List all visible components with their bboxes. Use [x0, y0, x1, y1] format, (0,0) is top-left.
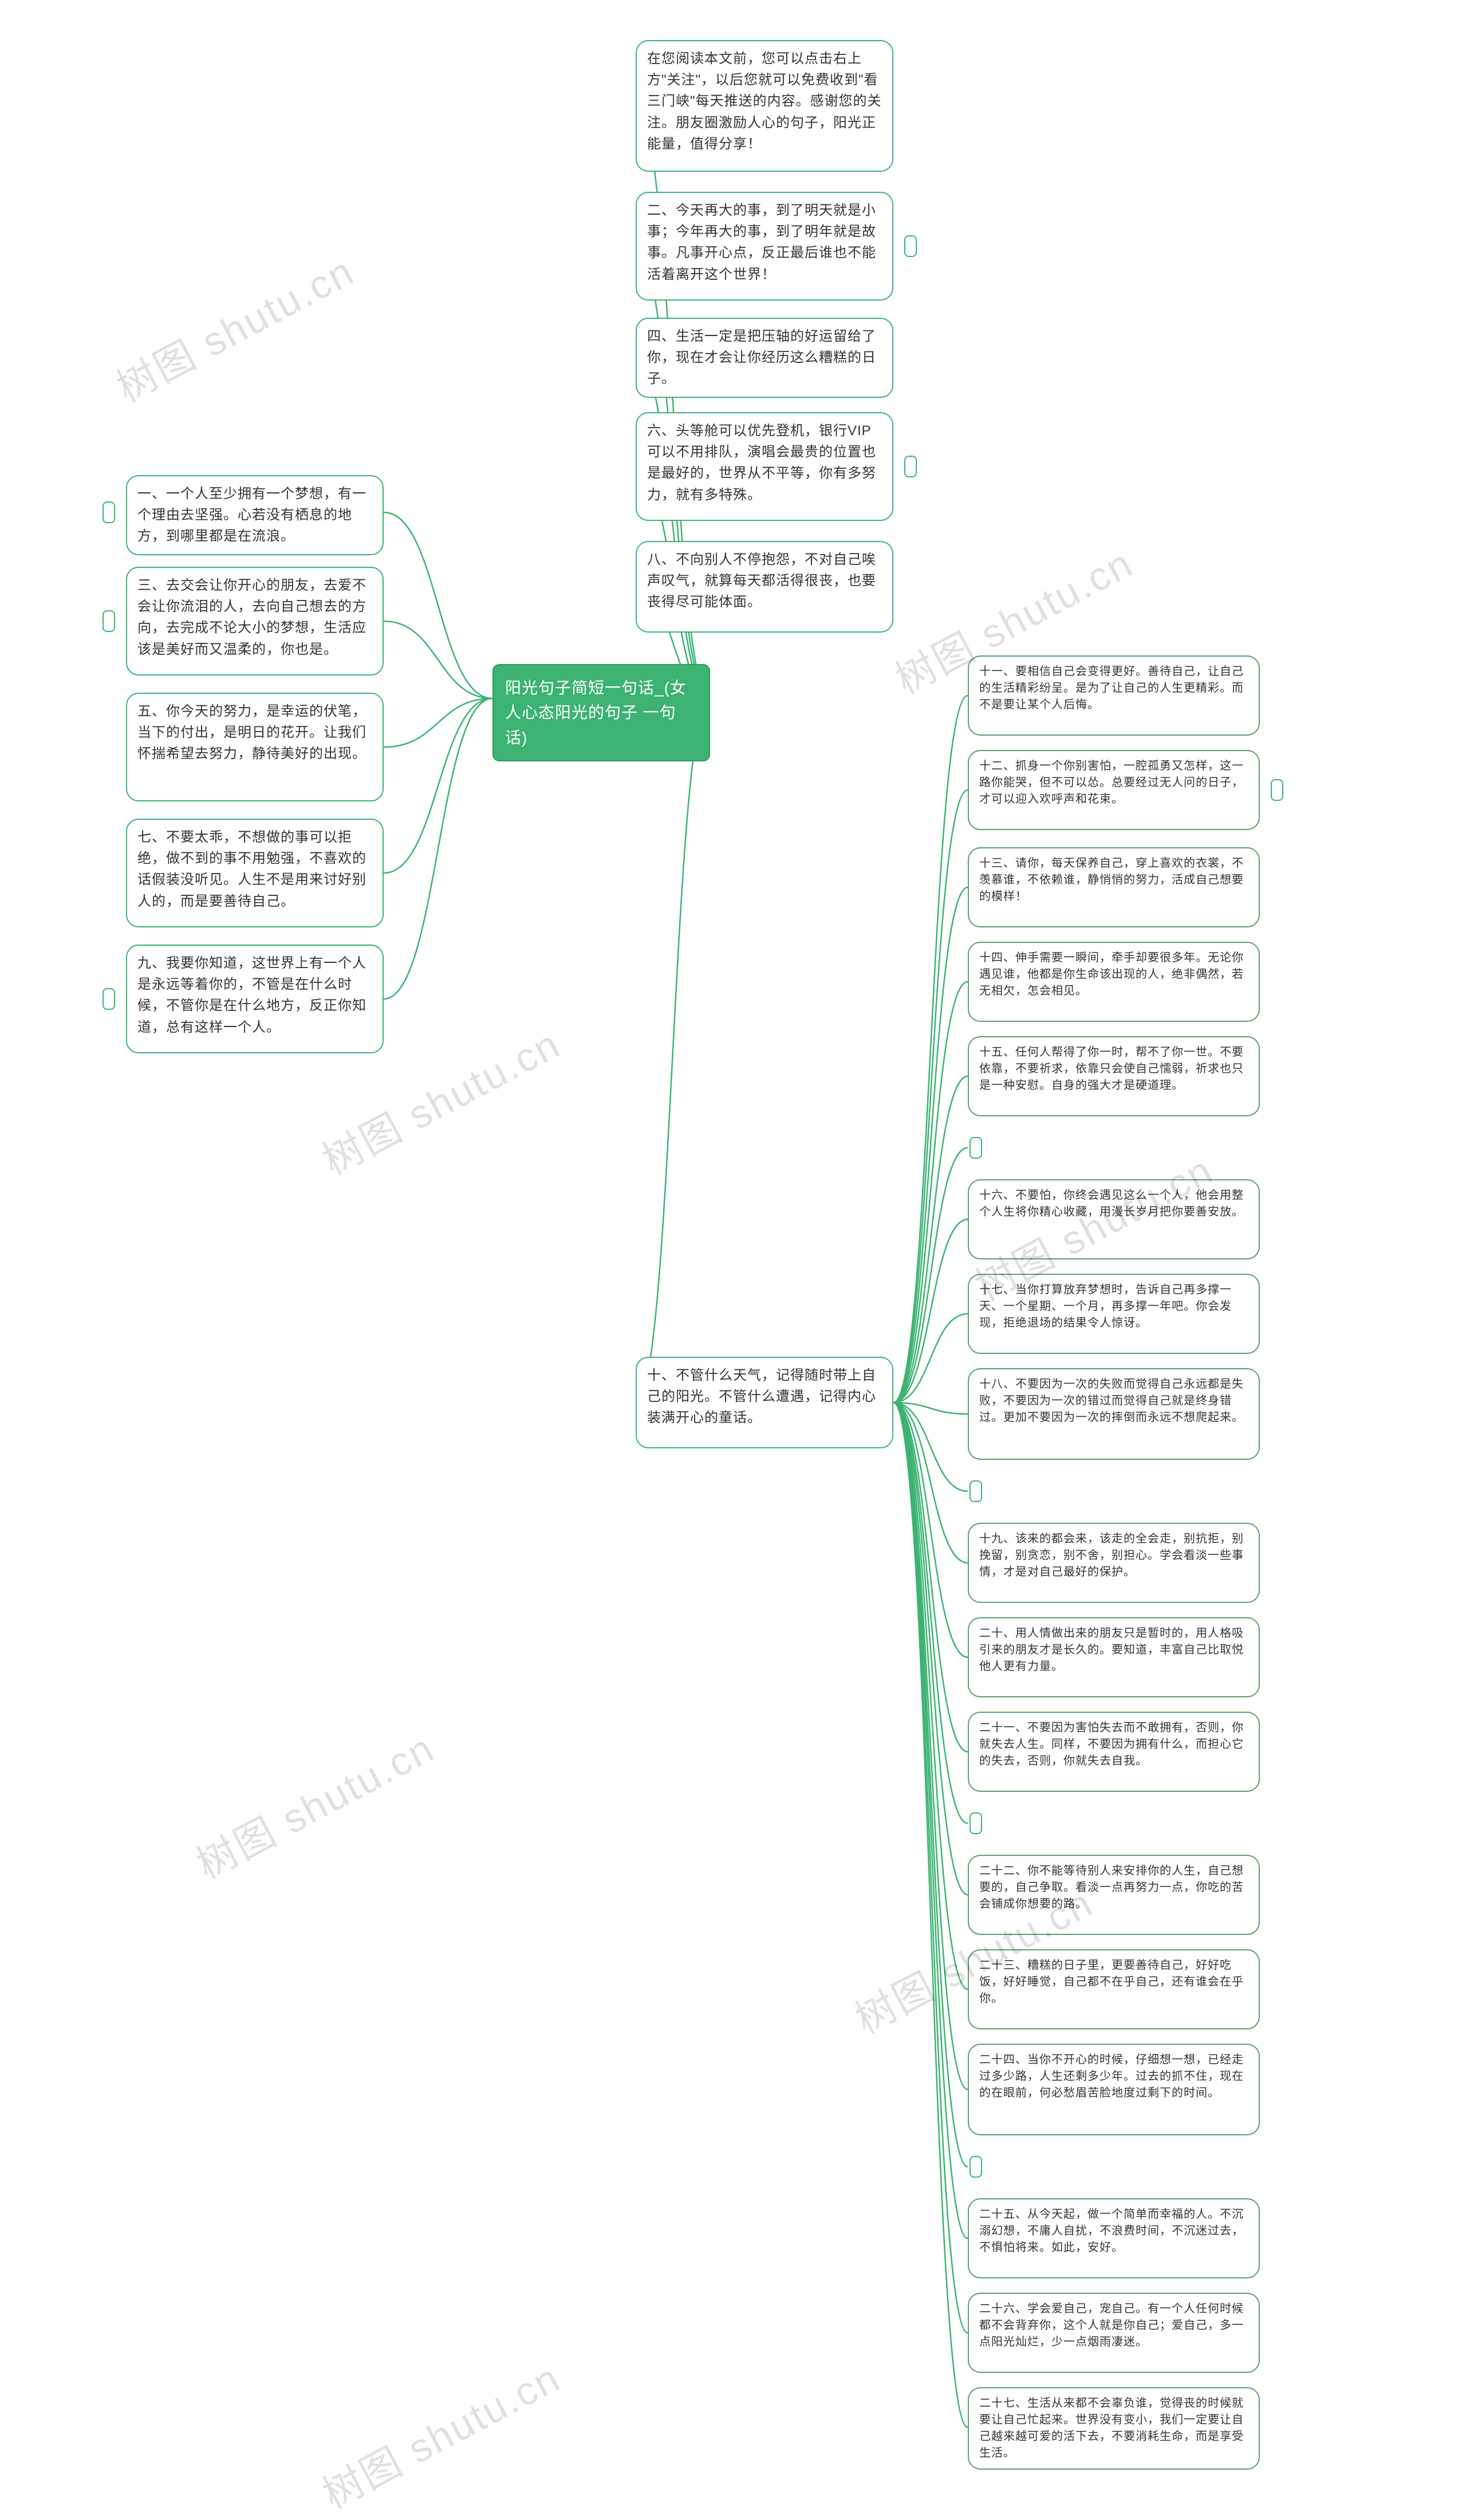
node-l5[interactable]: 五、你今天的努力，是幸运的伏笔，当下的付出，是明日的花开。让我们怀揣希望去努力，… — [126, 693, 384, 801]
node-s23[interactable]: 二十三、糟糕的日子里，更要善待自己，好好吃饭，好好睡觉，自己都不在乎自己，还有谁… — [968, 1949, 1260, 2029]
node-s16[interactable]: 十六、不要怕，你终会遇见这么一个人，他会用整个人生将你精心收藏，用漫长岁月把你要… — [968, 1179, 1260, 1259]
collapse-port[interactable] — [970, 2156, 982, 2178]
node-s11[interactable]: 十一、要相信自己会变得更好。善待自己，让自己的生活精彩纷呈。是为了让自己的人生更… — [968, 655, 1260, 736]
node-s17[interactable]: 十七、当你打算放弃梦想时，告诉自己再多撑一天、一个星期、一个月，再多撑一年吧。你… — [968, 1274, 1260, 1354]
node-r0[interactable]: 在您阅读本文前，您可以点击右上方"关注"，以后您就可以免费收到"看三门峡"每天推… — [636, 40, 893, 172]
node-l1[interactable]: 一、一个人至少拥有一个梦想，有一个理由去坚强。心若没有栖息的地方，到哪里都是在流… — [126, 475, 384, 555]
node-l9[interactable]: 九、我要你知道，这世界上有一个人是永远等着你的，不管是在什么时候，不管你是在什么… — [126, 945, 384, 1053]
node-s26[interactable]: 二十六、学会爱自己，宠自己。有一个人任何时候都不会背弃你，这个人就是你自己；爱自… — [968, 2293, 1260, 2373]
watermark: 树图 shutu.cn — [105, 240, 363, 414]
collapse-port[interactable] — [970, 1812, 982, 1834]
collapse-port[interactable] — [970, 1137, 982, 1159]
node-s13[interactable]: 十三、请你，每天保养自己，穿上喜欢的衣裳，不羡慕谁，不依赖谁，静悄悄的努力，活成… — [968, 847, 1260, 927]
collapse-port[interactable] — [103, 988, 115, 1010]
collapse-port[interactable] — [103, 501, 115, 523]
node-s22[interactable]: 二十二、你不能等待别人来安排你的人生，自己想要的，自己争取。看淡一点再努力一点，… — [968, 1855, 1260, 1935]
node-s27[interactable]: 二十七、生活从来都不会辜负谁，觉得丧的时候就要让自己忙起来。世界没有变小，我们一… — [968, 2387, 1260, 2470]
node-r8[interactable]: 八、不向别人不停抱怨，不对自己唉声叹气，就算每天都活得很丧，也要丧得尽可能体面。 — [636, 541, 893, 633]
node-r10[interactable]: 十、不管什么天气，记得随时带上自己的阳光。不管什么遭遇，记得内心装满开心的童话。 — [636, 1357, 893, 1448]
watermark: 树图 shutu.cn — [185, 1717, 443, 1891]
node-r4[interactable]: 四、生活一定是把压轴的好运留给了你，现在才会让你经历这么糟糕的日子。 — [636, 318, 893, 398]
node-s25[interactable]: 二十五、从今天起，做一个简单而幸福的人。不沉溺幻想，不庸人自扰，不浪费时间，不沉… — [968, 2198, 1260, 2278]
node-s20[interactable]: 二十、用人情做出来的朋友只是暂时的，用人格吸引来的朋友才是长久的。要知道，丰富自… — [968, 1617, 1260, 1697]
collapse-port[interactable] — [904, 456, 917, 477]
node-s24[interactable]: 二十四、当你不开心的时候，仔细想一想，已经走过多少路，人生还剩多少年。过去的抓不… — [968, 2044, 1260, 2135]
node-root[interactable]: 阳光句子简短一句话_(女人心态阳光的句子 一句话) — [492, 664, 710, 761]
node-s15[interactable]: 十五、任何人帮得了你一时，帮不了你一世。不要依靠，不要祈求，依靠只会使自己懦弱，… — [968, 1036, 1260, 1116]
node-s14[interactable]: 十四、伸手需要一瞬间，牵手却要很多年。无论你遇见谁，他都是你生命该出现的人，绝非… — [968, 942, 1260, 1022]
collapse-port[interactable] — [103, 610, 115, 632]
collapse-port[interactable] — [1271, 779, 1283, 801]
node-r6[interactable]: 六、头等舱可以优先登机，银行VIP可以不用排队，演唱会最贵的位置也是最好的，世界… — [636, 412, 893, 521]
node-s18[interactable]: 十八、不要因为一次的失败而觉得自己永远都是失败，不要因为一次的错过而觉得自己就是… — [968, 1368, 1260, 1460]
node-s19[interactable]: 十九、该来的都会来，该走的全会走，别抗拒，别挽留，别贪恋，别不舍，别担心。学会看… — [968, 1523, 1260, 1603]
node-r2[interactable]: 二、今天再大的事，到了明天就是小事；今年再大的事，到了明年就是故事。凡事开心点，… — [636, 192, 893, 301]
node-l7[interactable]: 七、不要太乖，不想做的事可以拒绝，做不到的事不用勉强，不喜欢的话假装没听见。人生… — [126, 819, 384, 927]
watermark: 树图 shutu.cn — [311, 2347, 569, 2520]
node-l3[interactable]: 三、去交会让你开心的朋友，去爱不会让你流泪的人，去向自己想去的方向，去完成不论大… — [126, 567, 384, 676]
node-s21[interactable]: 二十一、不要因为害怕失去而不敢拥有，否则，你就失去人生。同样，不要因为拥有什么，… — [968, 1712, 1260, 1792]
collapse-port[interactable] — [904, 235, 917, 257]
collapse-port[interactable] — [970, 1480, 982, 1502]
node-s12[interactable]: 十二、抓身一个你别害怕，一腔孤勇又怎样，这一路你能哭，但不可以怂。总要经过无人问… — [968, 750, 1260, 830]
mindmap-canvas: 阳光句子简短一句话_(女人心态阳光的句子 一句话) 一、一个人至少拥有一个梦想，有… — [0, 0, 1466, 2520]
